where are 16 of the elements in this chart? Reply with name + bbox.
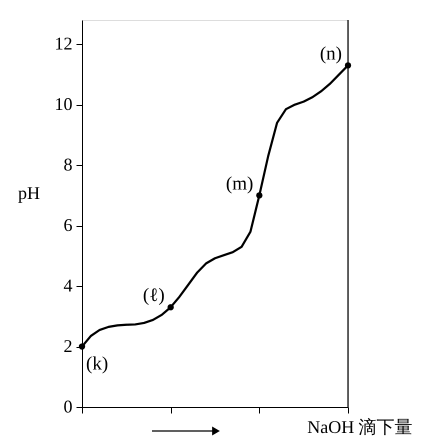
point (168, 304, 174, 310)
y-tick-label: 4 (64, 276, 72, 296)
point (78, 343, 86, 350)
y-tick-label: 10 (54, 94, 72, 114)
y-tick-label: 6 (64, 215, 72, 236)
annotation: (n) (320, 43, 342, 64)
annotation: (m) (226, 173, 254, 194)
y-tick-label: 0 (64, 396, 72, 416)
y-tick-label: 12 (54, 34, 72, 54)
y-axis-title: pH (18, 183, 40, 204)
y-tick-label: 2 (64, 336, 72, 356)
annotation: (k) (86, 354, 108, 375)
annotation: (ℓ) (142, 285, 165, 306)
y-tick-label: 8 (64, 154, 72, 175)
x-axis-title: NaOH 滴下量 (307, 417, 413, 437)
point (256, 192, 262, 199)
